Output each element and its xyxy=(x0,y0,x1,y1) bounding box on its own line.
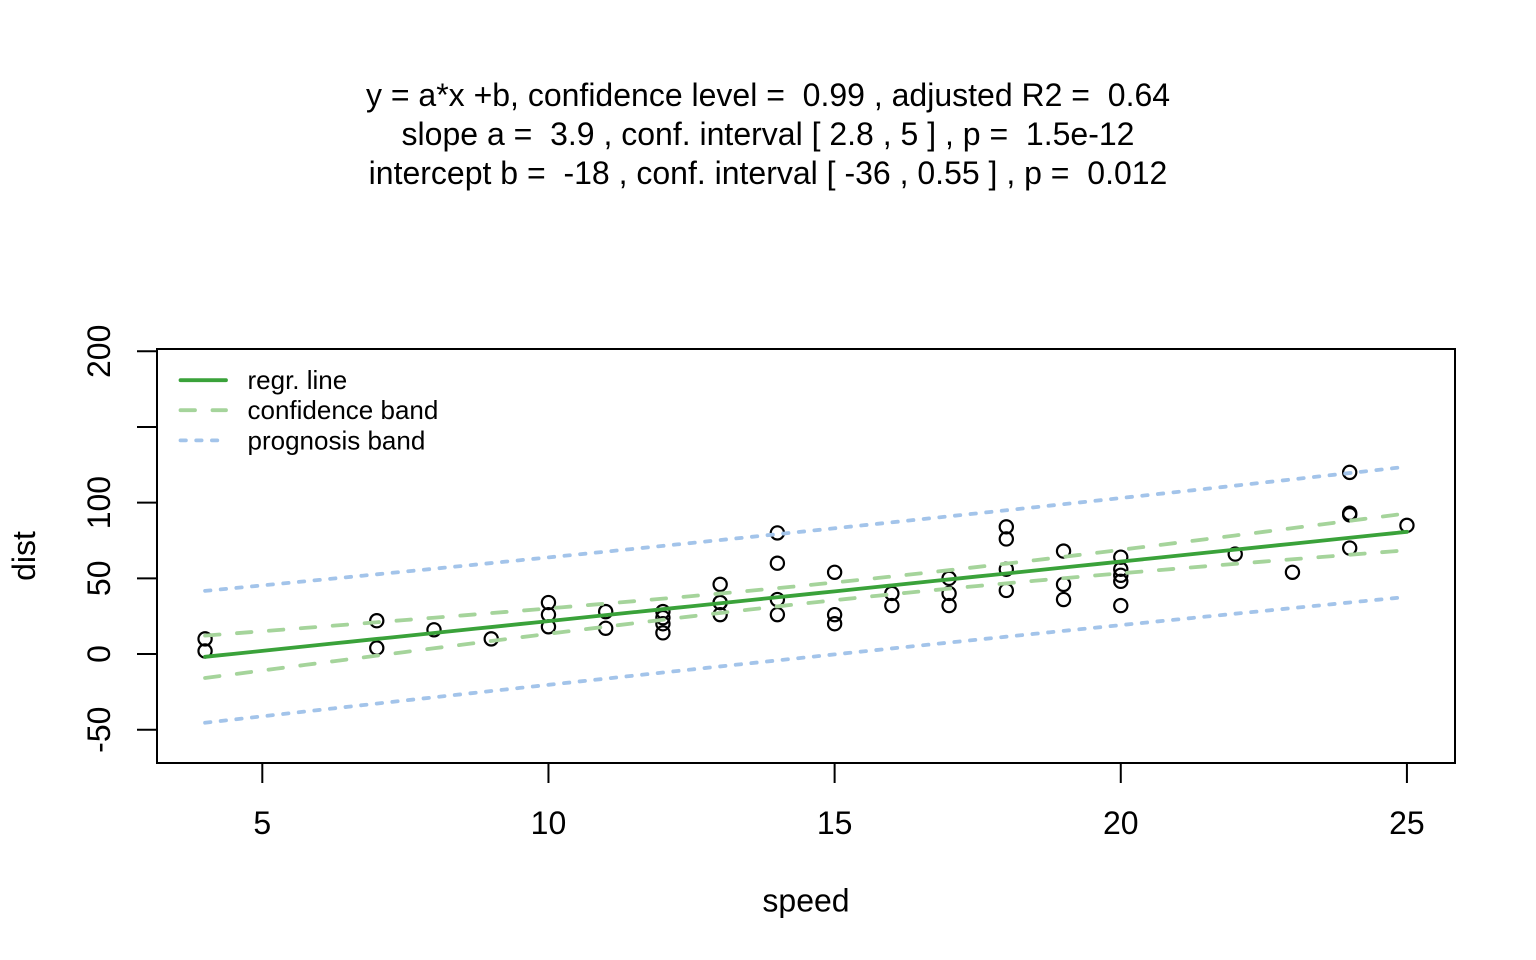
title-line-1: y = a*x +b, confidence level = 0.99 , ad… xyxy=(365,77,1171,113)
data-point xyxy=(1341,464,1358,481)
data-point xyxy=(1227,546,1243,562)
data-point xyxy=(426,622,442,638)
data-point xyxy=(1284,564,1301,580)
data-point xyxy=(1113,567,1129,584)
data-point xyxy=(1113,549,1129,565)
data-point xyxy=(540,594,557,611)
x-axis-label: speed xyxy=(762,883,849,919)
data-point xyxy=(597,603,614,620)
legend-label: confidence band xyxy=(248,395,439,425)
legend-label: prognosis band xyxy=(248,425,426,455)
x-tick-label: 15 xyxy=(817,805,853,841)
x-tick-label: 10 xyxy=(531,805,567,841)
x-tick-label: 5 xyxy=(253,805,271,841)
y-tick-label: 100 xyxy=(81,476,117,529)
data-point xyxy=(197,631,213,647)
data-point xyxy=(369,640,385,656)
data-point xyxy=(998,582,1015,599)
y-axis-label: dist xyxy=(6,531,42,581)
y-tick-label: 50 xyxy=(81,561,117,597)
data-point xyxy=(655,625,671,641)
y-tick-label: -50 xyxy=(81,707,117,753)
confidence-band-upper xyxy=(203,511,1409,638)
regression-line xyxy=(203,529,1409,659)
x-tick-label: 25 xyxy=(1389,805,1425,841)
plot-box xyxy=(156,348,1456,764)
confidence-band-lower xyxy=(203,548,1409,680)
title-line-3: intercept b = -18 , conf. interval [ -36… xyxy=(368,155,1168,191)
data-point xyxy=(1055,591,1072,608)
data-point xyxy=(826,606,843,623)
chart-title: y = a*x +b, confidence level = 0.99 , ad… xyxy=(0,76,1536,193)
prognosis-band-lower xyxy=(203,595,1409,725)
data-point xyxy=(769,606,786,623)
data-point xyxy=(369,613,385,629)
y-tick-label: 0 xyxy=(81,645,117,663)
legend-label: regr. line xyxy=(248,365,348,395)
title-line-2: slope a = 3.9 , conf. interval [ 2.8 , 5… xyxy=(401,116,1135,152)
data-point xyxy=(826,616,843,632)
prognosis-band-upper xyxy=(203,464,1409,593)
data-point xyxy=(712,576,728,593)
data-point xyxy=(1055,543,1072,559)
data-point xyxy=(1113,597,1129,614)
y-tick-label: 200 xyxy=(81,325,117,378)
data-point xyxy=(826,564,843,580)
x-tick-label: 20 xyxy=(1103,805,1139,841)
data-point xyxy=(998,519,1015,535)
data-point xyxy=(769,555,786,571)
